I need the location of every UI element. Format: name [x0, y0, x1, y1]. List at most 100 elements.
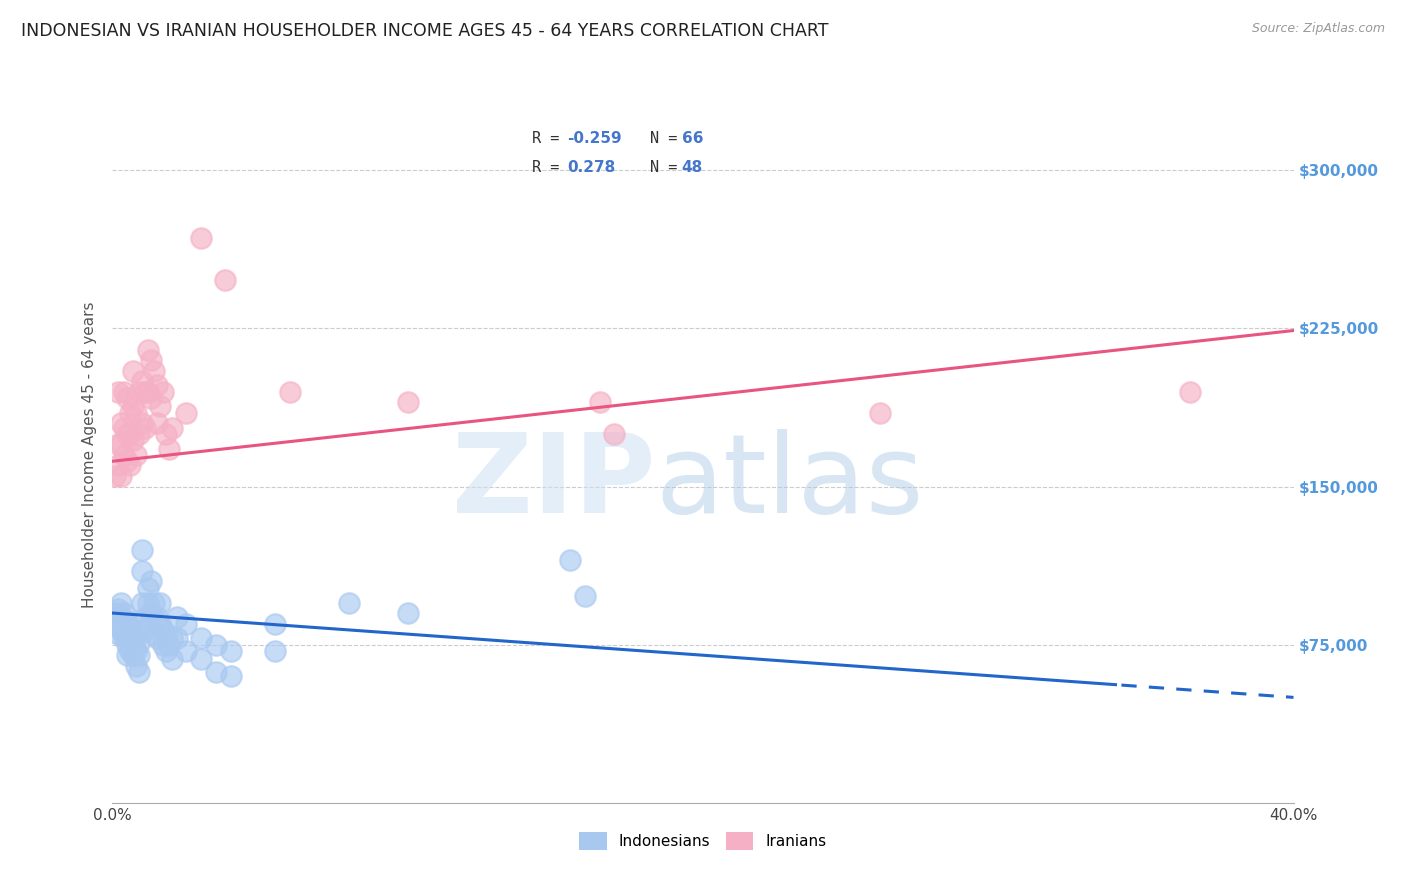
Point [122, 433, 145, 447]
Point [152, 384, 174, 399]
Point [112, 384, 135, 399]
Point [107, 602, 129, 616]
Point [166, 632, 188, 646]
Point [166, 610, 188, 624]
Point [136, 581, 159, 595]
Point [120, 621, 142, 635]
Point [110, 610, 132, 624]
Point [142, 363, 165, 377]
Text: R =: R = [531, 160, 578, 175]
Point [125, 632, 148, 646]
Point [104, 606, 127, 620]
Point [117, 454, 138, 468]
Point [160, 652, 183, 666]
Point [174, 406, 197, 420]
Point [128, 665, 150, 679]
Point [205, 665, 228, 679]
Text: atlas: atlas [655, 429, 924, 536]
Point [110, 469, 132, 483]
Point [107, 437, 129, 451]
Point [120, 632, 142, 646]
Point [174, 616, 197, 631]
Text: 0.278: 0.278 [567, 160, 616, 175]
Point [1178, 384, 1201, 399]
Text: N =: N = [650, 160, 686, 175]
Point [146, 632, 169, 646]
Point [125, 658, 148, 673]
Point [134, 420, 156, 434]
Point [190, 231, 212, 245]
Point [112, 420, 135, 434]
Point [131, 374, 153, 388]
Point [134, 623, 156, 637]
Point [120, 406, 142, 420]
Point [219, 644, 242, 658]
Point [117, 648, 138, 663]
Text: 48: 48 [682, 160, 703, 175]
Point [157, 638, 180, 652]
Point [264, 644, 287, 658]
Point [131, 564, 153, 578]
Point [112, 618, 135, 632]
Point [134, 610, 156, 624]
Y-axis label: Householder Income Ages 45 - 64 years: Householder Income Ages 45 - 64 years [82, 301, 97, 608]
Point [149, 595, 172, 609]
Point [117, 391, 138, 405]
Point [139, 353, 162, 368]
Point [110, 595, 132, 609]
Point [174, 644, 197, 658]
Point [160, 632, 183, 646]
Text: N =: N = [650, 131, 686, 146]
Point [146, 417, 169, 431]
Point [120, 644, 142, 658]
Point [136, 595, 159, 609]
Point [125, 448, 148, 462]
Point [112, 448, 135, 462]
Point [107, 384, 129, 399]
Point [337, 595, 360, 609]
Point [160, 420, 183, 434]
Point [131, 417, 153, 431]
Point [128, 384, 150, 399]
Point [110, 417, 132, 431]
Point [139, 574, 162, 589]
Point [110, 623, 132, 637]
Point [157, 442, 180, 456]
Point [139, 391, 162, 405]
Point [136, 384, 159, 399]
Point [131, 595, 153, 609]
Point [396, 395, 419, 409]
Point [122, 648, 145, 663]
Point [125, 644, 148, 658]
Text: 66: 66 [682, 131, 703, 146]
Point [122, 635, 145, 649]
Point [131, 542, 153, 557]
Point [219, 669, 242, 683]
Point [155, 426, 177, 441]
Point [146, 610, 169, 624]
Point [134, 384, 156, 399]
Point [122, 400, 145, 414]
Text: INDONESIAN VS IRANIAN HOUSEHOLDER INCOME AGES 45 - 64 YEARS CORRELATION CHART: INDONESIAN VS IRANIAN HOUSEHOLDER INCOME… [21, 22, 828, 40]
Point [152, 623, 174, 637]
Point [120, 458, 142, 473]
Point [152, 638, 174, 652]
Text: ZIP: ZIP [453, 429, 655, 536]
Point [122, 363, 145, 377]
Point [107, 458, 129, 473]
Point [117, 615, 138, 629]
Point [104, 469, 127, 483]
Text: R =: R = [531, 131, 568, 146]
Point [574, 589, 596, 603]
Point [155, 627, 177, 641]
Point [112, 606, 135, 620]
Point [107, 610, 129, 624]
Point [110, 437, 132, 451]
Point [117, 638, 138, 652]
Point [149, 616, 172, 631]
Point [869, 406, 891, 420]
Legend: Indonesians, Iranians: Indonesians, Iranians [572, 825, 834, 858]
Point [146, 378, 169, 392]
Point [603, 426, 626, 441]
Text: Source: ZipAtlas.com: Source: ZipAtlas.com [1251, 22, 1385, 36]
